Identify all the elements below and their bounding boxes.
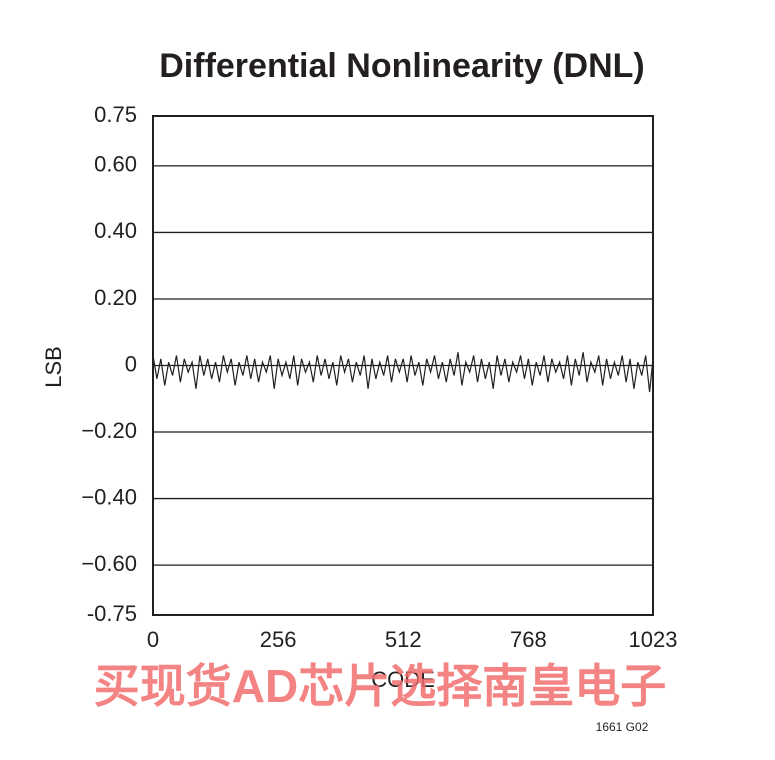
data-line <box>152 352 654 393</box>
y-tick-label: 0.40 <box>94 218 137 243</box>
x-tick-label: 0 <box>147 627 159 652</box>
y-axis-label: LSB <box>41 346 66 388</box>
x-tick-label: 512 <box>385 627 422 652</box>
y-tick-label: −0.60 <box>81 551 137 576</box>
plot-frame <box>152 115 654 616</box>
y-tick-label: −0.40 <box>81 484 137 509</box>
y-tick-label: −0.20 <box>81 418 137 443</box>
figure-note: 1661 G02 <box>596 720 649 734</box>
y-tick-label: -0.75 <box>87 601 137 626</box>
watermark: 买现货AD芯片选择南皇电子 <box>94 660 666 712</box>
x-tick-label: 256 <box>260 627 297 652</box>
x-axis-label: CODE <box>371 667 435 692</box>
x-tick-label: 1023 <box>629 627 678 652</box>
y-tick-label: 0.60 <box>94 152 137 177</box>
y-tick-label: 0 <box>125 351 137 376</box>
y-tick-label: 0.20 <box>94 285 137 310</box>
y-tick-label: 0.75 <box>94 102 137 127</box>
chart-title: Differential Nonlinearity (DNL) <box>159 47 644 85</box>
x-tick-label: 768 <box>510 627 547 652</box>
